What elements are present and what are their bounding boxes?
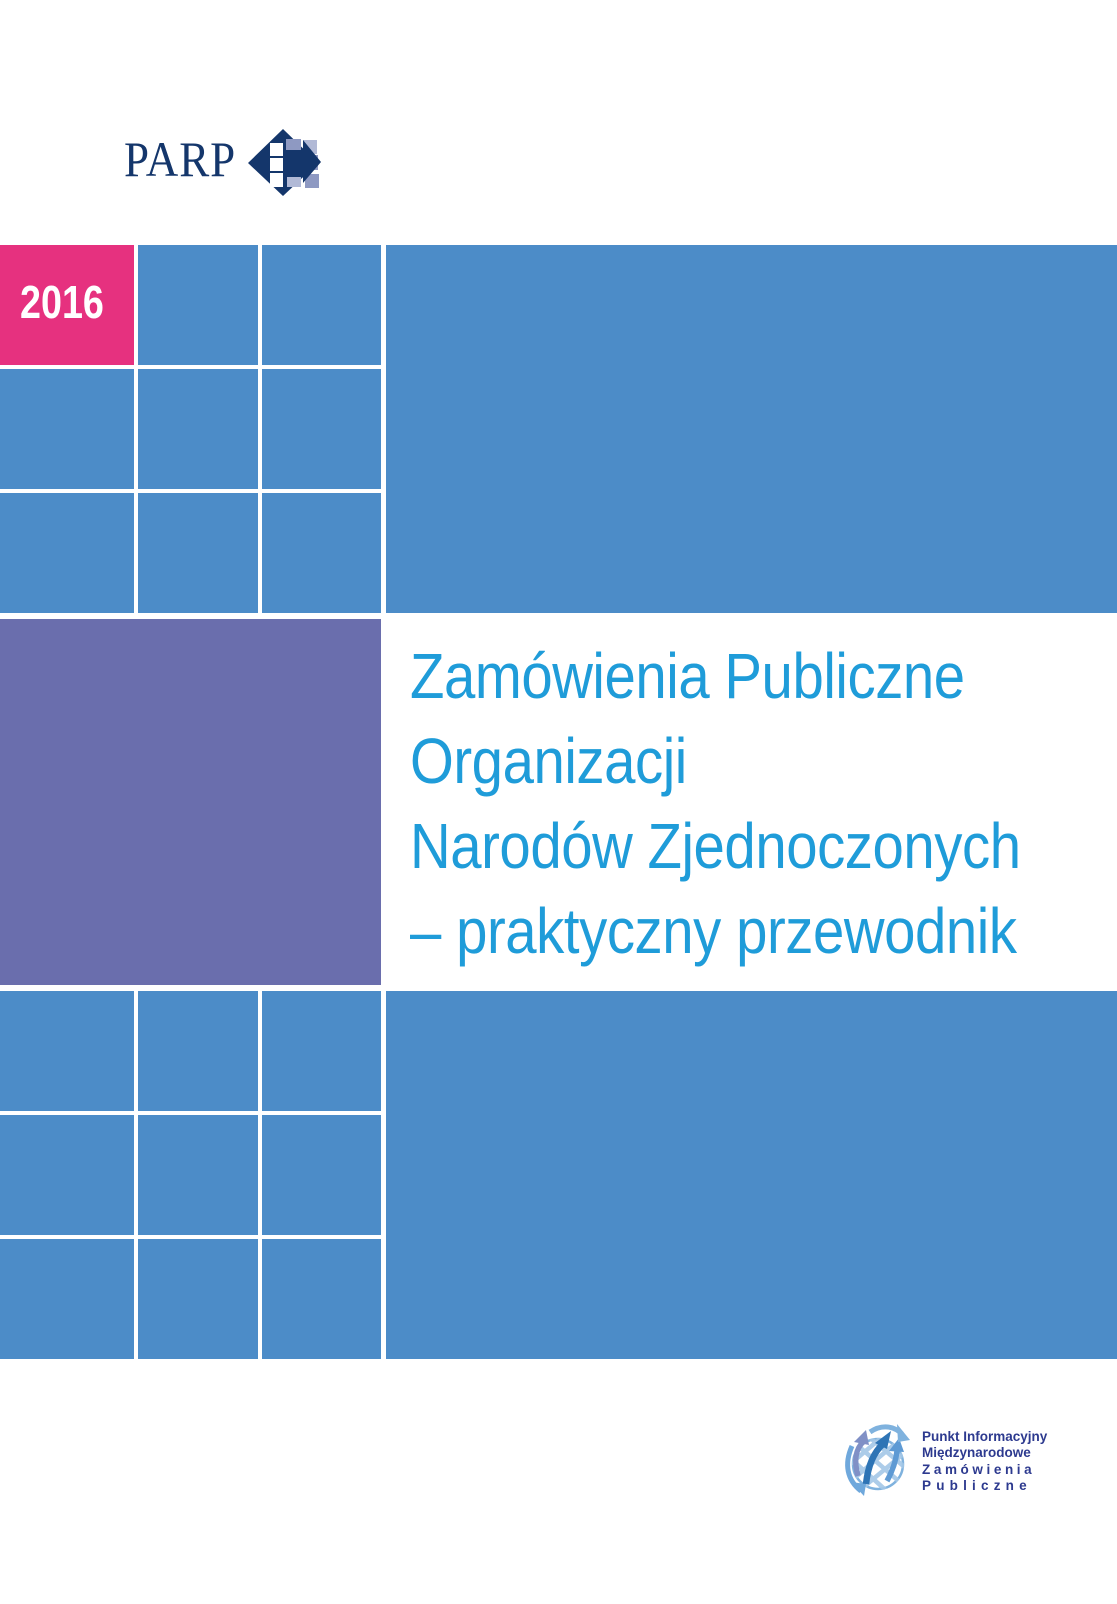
grid-tile (138, 245, 258, 365)
parp-logo-text: PARP (124, 131, 237, 187)
year-tile: 2016 (0, 245, 134, 365)
globe-arrows-icon (845, 1424, 910, 1496)
footer-logo-line: Międzynarodowe (922, 1445, 1031, 1461)
grid-tile (0, 1115, 134, 1235)
grid-tile (262, 1239, 381, 1359)
grid-tile (262, 493, 381, 613)
footer-logo-line: Punkt Informacyjny (922, 1429, 1048, 1444)
grid-tile (138, 1239, 258, 1359)
cover-title-line: Zamówienia Publiczne (410, 640, 965, 712)
grid-tile (262, 369, 381, 489)
purple-panel (0, 619, 381, 985)
grid-tile (262, 991, 381, 1111)
grid-tile (262, 1115, 381, 1235)
parp-diamond-arrow-icon (248, 129, 321, 196)
grid-tile (0, 991, 134, 1111)
footer-logo-line: Zamówienia (922, 1461, 1036, 1477)
cover-title-line: – praktyczny przewodnik (410, 895, 1017, 967)
footer-logo-text: Punkt Informacyjny Międzynarodowe Zamówi… (922, 1429, 1048, 1494)
grid-tile (0, 1239, 134, 1359)
cover-title: Zamówienia Publiczne Organizacji Narodów… (410, 634, 1105, 974)
bottom-tile-grid (0, 991, 381, 1359)
cover-title-line: Organizacji (410, 725, 687, 797)
grid-tile (0, 493, 134, 613)
top-blue-block (386, 245, 1117, 613)
grid-tile (138, 369, 258, 489)
top-tile-grid: 2016 (0, 245, 381, 613)
footer-logo-line: Publiczne (922, 1477, 1032, 1493)
year-label: 2016 (20, 276, 104, 328)
grid-tile (138, 1115, 258, 1235)
grid-tile (262, 245, 381, 365)
bottom-blue-block (386, 991, 1117, 1359)
grid-tile (138, 991, 258, 1111)
cover-title-line: Narodów Zjednoczonych (410, 810, 1021, 882)
grid-tile (0, 369, 134, 489)
grid-tile (138, 493, 258, 613)
